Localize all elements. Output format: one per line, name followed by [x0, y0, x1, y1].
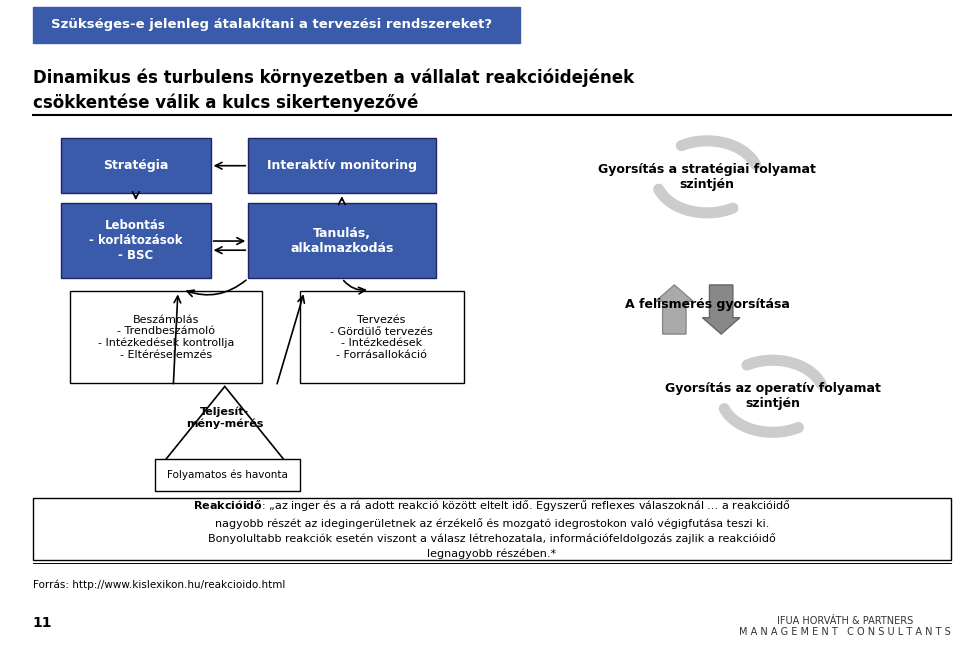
- FancyBboxPatch shape: [60, 138, 211, 193]
- FancyBboxPatch shape: [33, 498, 950, 560]
- Text: Dinamikus és turbulens környezetben a vállalat reakcióidejének
csökkentése válik: Dinamikus és turbulens környezetben a vá…: [33, 69, 634, 111]
- FancyBboxPatch shape: [155, 458, 300, 491]
- Text: Interaktív monitoring: Interaktív monitoring: [267, 159, 417, 172]
- FancyBboxPatch shape: [60, 203, 211, 278]
- FancyBboxPatch shape: [33, 7, 519, 43]
- Text: Folyamatos és havonta: Folyamatos és havonta: [167, 470, 288, 480]
- FancyBboxPatch shape: [300, 291, 464, 383]
- Text: $\bf{Reakcióidő}$: „az inger és a rá adott reakció között eltelt idő. Egyszerű r: $\bf{Reakcióidő}$: „az inger és a rá ado…: [193, 498, 791, 559]
- Text: Lebontás
- korlátozások
- BSC: Lebontás - korlátozások - BSC: [89, 219, 182, 262]
- FancyBboxPatch shape: [249, 203, 436, 278]
- FancyBboxPatch shape: [249, 138, 436, 193]
- Text: Tervezés
- Gördülő tervezés
- Intézkedések
- Forrásallokáció: Tervezés - Gördülő tervezés - Intézkedés…: [330, 315, 433, 360]
- FancyBboxPatch shape: [70, 291, 262, 383]
- Text: Teljesít-
mény-mérés: Teljesít- mény-mérés: [186, 406, 263, 429]
- Text: Szükséges-e jelenleg átalakítani a tervezési rendszereket?: Szükséges-e jelenleg átalakítani a terve…: [51, 18, 492, 31]
- Text: 11: 11: [33, 616, 52, 629]
- Text: Stratégia: Stratégia: [103, 159, 169, 172]
- Text: Gyorsítás az operatív folyamat
szintjén: Gyorsítás az operatív folyamat szintjén: [664, 383, 880, 410]
- Polygon shape: [164, 386, 286, 462]
- FancyArrow shape: [656, 285, 693, 334]
- Text: Gyorsítás a stratégiai folyamat
szintjén: Gyorsítás a stratégiai folyamat szintjén: [598, 163, 816, 191]
- Text: Beszámolás
- Trendbeszámoló
- Intézkedések kontrollja
- Eltéréselemzés: Beszámolás - Trendbeszámoló - Intézkedés…: [98, 314, 234, 360]
- Text: Forrás: http://www.kislexikon.hu/reakcioido.html: Forrás: http://www.kislexikon.hu/reakcio…: [33, 580, 285, 590]
- Text: IFUA HORVÁTH & PARTNERS
M A N A G E M E N T   C O N S U L T A N T S: IFUA HORVÁTH & PARTNERS M A N A G E M E …: [739, 616, 950, 637]
- FancyArrow shape: [703, 285, 740, 334]
- Text: A felismerés gyorsítása: A felismerés gyorsítása: [625, 298, 789, 311]
- Text: Tanulás,
alkalmazkodás: Tanulás, alkalmazkodás: [290, 227, 394, 255]
